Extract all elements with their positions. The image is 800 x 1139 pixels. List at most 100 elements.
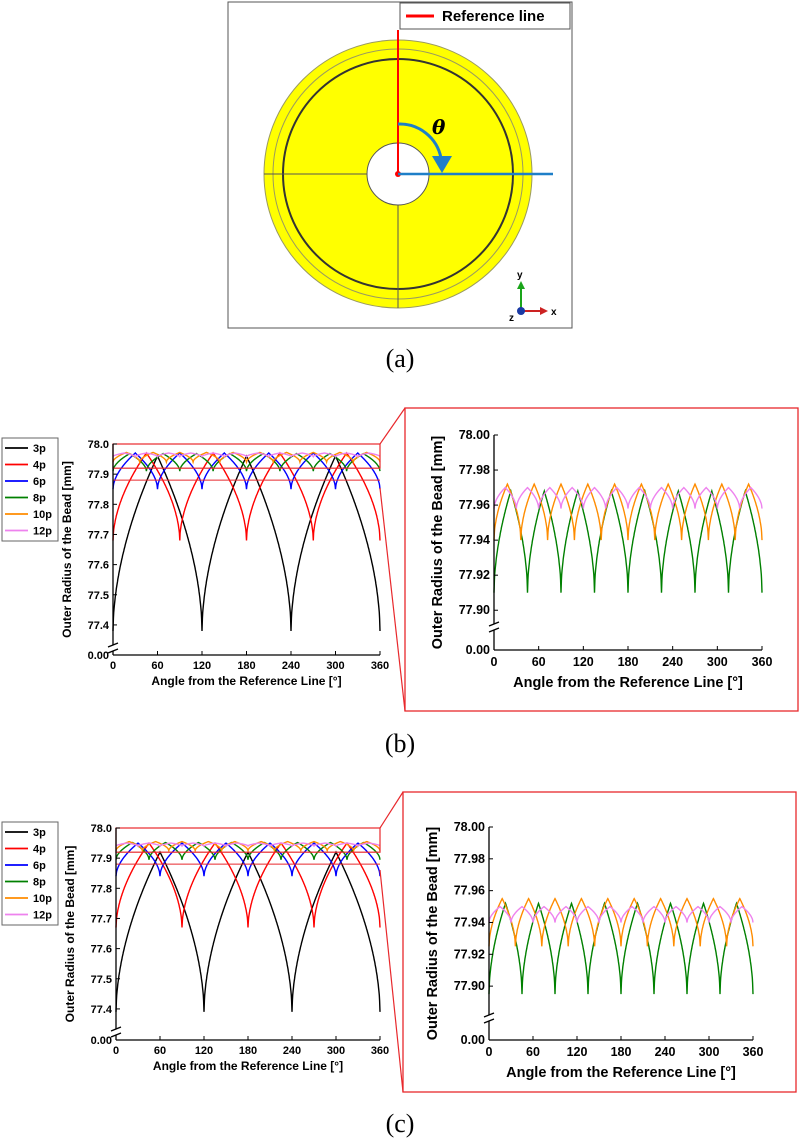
x-tick-label: 60 [151,660,163,672]
chart-c-zoom: 0 60 120 180 240 300 360 0.00 77.90 77.92 77.94 77.… [402,791,797,1093]
theta-label: θ [432,115,446,139]
y-axis-label: Outer Radius of the Bead [mm] [430,436,446,650]
y-tick-label: 78.00 [459,428,490,442]
y-tick-label: 77.96 [454,884,485,898]
axis-break-mark [110,1026,122,1032]
axis-break-mark [488,621,500,627]
x-tick-label: 120 [567,1045,588,1059]
legend-reference-label: Reference line [442,8,545,25]
axis-break-mark [483,1012,495,1018]
y-axis-label: Outer Radius of the Bead [mm] [63,846,77,1023]
series-line-4p [115,841,381,928]
x-axis-label: Angle from the Reference Line [°] [506,1065,736,1081]
x-axis-label: Angle from the Reference Line [°] [151,674,341,688]
legend-label-8p: 8p [33,877,46,889]
y-tick-label: 77.90 [459,603,490,617]
y-tick-label: 77.98 [459,463,490,477]
legend-label-4p: 4p [33,460,46,472]
x-tick-label: 0 [486,1045,493,1059]
series-line-12p [112,452,381,459]
y-tick-label: 77.98 [454,852,485,866]
x-tick-label: 360 [752,655,773,669]
legend-label-10p: 10p [33,893,52,905]
series-line-4p [112,451,381,541]
x-tick-label: 60 [532,655,546,669]
y-tick-label: 77.94 [459,533,490,547]
series-line-3p [112,454,381,632]
zoom-connector-line [379,791,404,829]
legend-label-3p: 3p [33,443,46,455]
y-tick-label: 77.4 [91,1004,113,1016]
x-tick-label: 60 [154,1045,166,1057]
x-tick-label: 300 [326,660,344,672]
series-line-10p [112,451,381,465]
zoom-connector-line [379,869,404,1093]
x-tick-label: 240 [282,660,300,672]
y-tick-label: 77.6 [91,944,112,956]
axis-break-mark [107,642,119,648]
triad-x-label: x [551,307,557,318]
legend-box [1,437,59,542]
y-tick-label: 77.8 [88,499,109,511]
series-line-10p [115,840,381,853]
chart-c-full: 0 60 120 180 240 300 360 0.00 77.4 77.5 77.6 77.7 77… [1,821,389,1073]
triad-y-label: y [517,270,523,281]
series-line-6p [112,451,381,490]
x-tick-label: 360 [371,1045,389,1057]
x-tick-label: 360 [371,660,389,672]
y-tick-label: 77.5 [91,974,112,986]
x-tick-label: 240 [662,655,683,669]
y-tick-label: 77.5 [88,590,109,602]
y-tick-label: 77.6 [88,560,109,572]
y-tick-label: 77.96 [459,498,490,512]
x-tick-label: 60 [526,1045,540,1059]
triad-z-label: z [509,313,514,324]
series-line-12p [493,486,763,509]
y-tick-label: 78.0 [91,823,112,835]
y-tick-label: 77.9 [91,853,112,865]
y-tick-label: 77.92 [459,568,490,582]
series-line-6p [115,842,381,877]
x-tick-label: 0 [110,660,116,672]
y-tick-label: 77.8 [91,883,112,895]
axis-break-mark [488,627,500,633]
panel-label-c: (c) [386,1109,415,1138]
zoom-connector-line [379,407,406,445]
y-tick-label: 77.7 [88,529,109,541]
x-tick-label: 180 [237,660,255,672]
panel-label-b: (b) [385,729,415,758]
x-tick-label: 0 [113,1045,119,1057]
zoom-box-frame [402,791,797,1093]
series-line-10p [488,897,754,947]
figure-a: θ Reference line y x z [227,1,573,329]
y-axis-label: Outer Radius of the Bead [mm] [60,461,74,638]
y-tick-label: 77.7 [91,913,112,925]
x-tick-label: 240 [283,1045,301,1057]
x-tick-label: 300 [699,1045,720,1059]
legend-box [1,821,59,926]
y-tick-label: 78.00 [454,820,485,834]
chart-b-zoom: 0 60 120 180 240 300 360 0.00 77.90 77.92 77.94 77.… [404,407,799,712]
x-tick-label: 120 [193,660,211,672]
x-tick-label: 180 [611,1045,632,1059]
legend-label-6p: 6p [33,476,46,488]
chart-b-full: 0 60 120 180 240 300 360 0.00 77.4 77.5 77.6 77.7 77… [1,437,389,688]
series-line-12p [488,905,754,923]
zoom-connector-line [379,487,406,712]
legend-label-10p: 10p [33,509,52,521]
x-tick-label: 360 [743,1045,764,1059]
theta-arc [397,122,443,159]
axis-break-mark [483,1018,495,1024]
y-tick-label: 0.00 [466,643,490,657]
x-tick-label: 180 [239,1045,257,1057]
legend-label-3p: 3p [33,827,46,839]
theta-arrowhead [432,156,452,173]
series-line-8p [493,488,763,593]
y-tick-label: 0.00 [88,650,109,662]
axis-break-mark [110,1032,122,1038]
y-tick-label: 0.00 [91,1035,112,1047]
y-tick-label: 77.4 [88,620,110,632]
series-line-8p [488,901,754,995]
x-tick-label: 300 [327,1045,345,1057]
x-tick-label: 240 [655,1045,676,1059]
